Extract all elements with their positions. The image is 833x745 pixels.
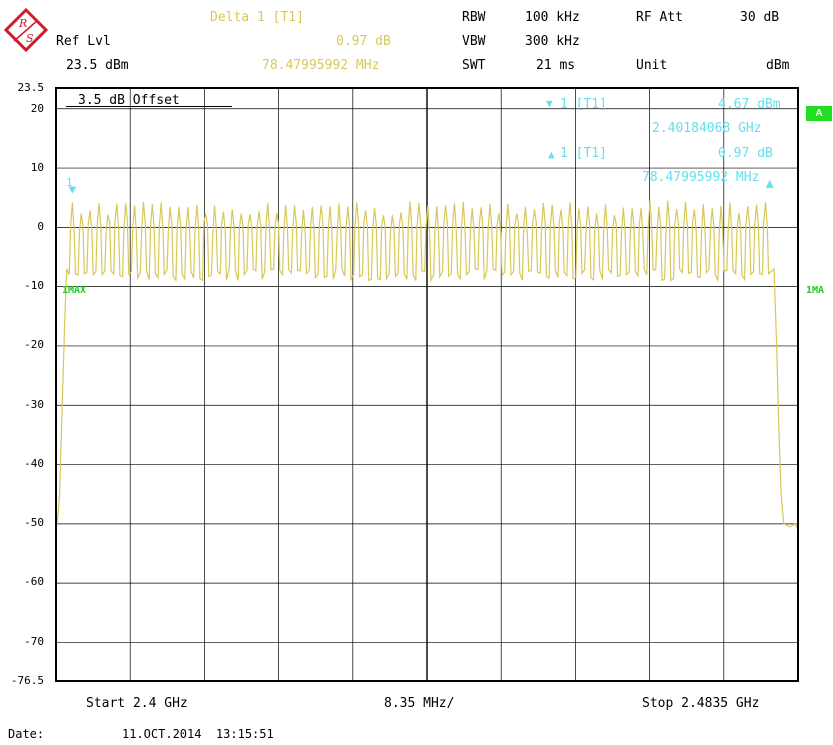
y-tick-label: 23.5: [17, 81, 45, 94]
y-tick-label: -50: [24, 516, 44, 529]
trace-1max: [55, 200, 799, 531]
marker1-down-icon: ▼: [546, 97, 553, 110]
delta1-up-icon: ▲: [548, 148, 555, 161]
delta1-marker-icon: [765, 179, 774, 188]
stop-frequency: Stop 2.4835 GHz: [642, 696, 760, 711]
marker-number-label: 1: [66, 176, 73, 189]
unit-label: Unit: [636, 58, 668, 73]
trace-label-right: 1MA: [806, 285, 825, 296]
delta-level: 0.97 dB: [336, 34, 391, 49]
delta1-title: 1 [T1]: [560, 146, 607, 161]
rf-att-value: 30 dB: [740, 10, 780, 25]
rf-att-label: RF Att: [636, 10, 683, 25]
rbw-value: 100 kHz: [525, 10, 580, 25]
y-tick-label: 10: [30, 161, 44, 174]
trace-label-left: 1MAX: [62, 285, 87, 296]
y-tick-label: -76.5: [10, 674, 44, 687]
marker1-title: 1 [T1]: [560, 97, 607, 112]
markers: [68, 179, 774, 194]
unit-value: dBm: [766, 58, 790, 73]
y-tick-label: -60: [24, 575, 44, 588]
swt-value: 21 ms: [536, 58, 576, 73]
marker1-level: 4.67 dBm: [718, 97, 781, 112]
svg-text:S: S: [26, 32, 34, 45]
y-tick-label: -30: [24, 398, 44, 411]
delta1-level: 0.97 dB: [718, 146, 773, 161]
y-tick-label: -40: [24, 457, 44, 470]
offset-underline: [66, 106, 232, 107]
swt-label: SWT: [462, 58, 486, 73]
marker1-freq: 2.40184068 GHz: [652, 121, 762, 136]
vbw-label: VBW: [462, 34, 486, 49]
rbw-label: RBW: [462, 10, 486, 25]
frequency-per-division: 8.35 MHz/: [384, 696, 455, 711]
side-badge-a: A: [806, 106, 832, 121]
side-badge-text: A: [815, 108, 823, 119]
plot-frame: [55, 87, 799, 682]
y-tick-label: 20: [30, 102, 44, 115]
offset-label: 3.5 dB Offset: [78, 93, 180, 108]
y-tick-label: 0: [37, 220, 44, 233]
delta-freq: 78.47995992 MHz: [262, 58, 380, 73]
y-tick-label: -20: [24, 338, 44, 351]
vbw-value: 300 kHz: [525, 34, 580, 49]
delta1-freq: 78.47995992 MHz: [642, 170, 760, 185]
start-frequency: Start 2.4 GHz: [86, 696, 188, 711]
y-tick-label: -70: [24, 635, 44, 648]
spectrum-plot: [55, 87, 799, 682]
marker1-icon: [68, 186, 77, 194]
y-tick-label: -10: [24, 279, 44, 292]
rs-logo: R S: [4, 8, 49, 53]
ref-lvl-value: 23.5 dBm: [66, 58, 129, 73]
svg-text:R: R: [18, 17, 27, 30]
date-label: Date:: [8, 727, 45, 741]
ref-lvl-label: Ref Lvl: [56, 34, 111, 49]
delta-title: Delta 1 [T1]: [210, 10, 304, 25]
date-value: 11.OCT.2014 13:15:51: [122, 727, 274, 741]
